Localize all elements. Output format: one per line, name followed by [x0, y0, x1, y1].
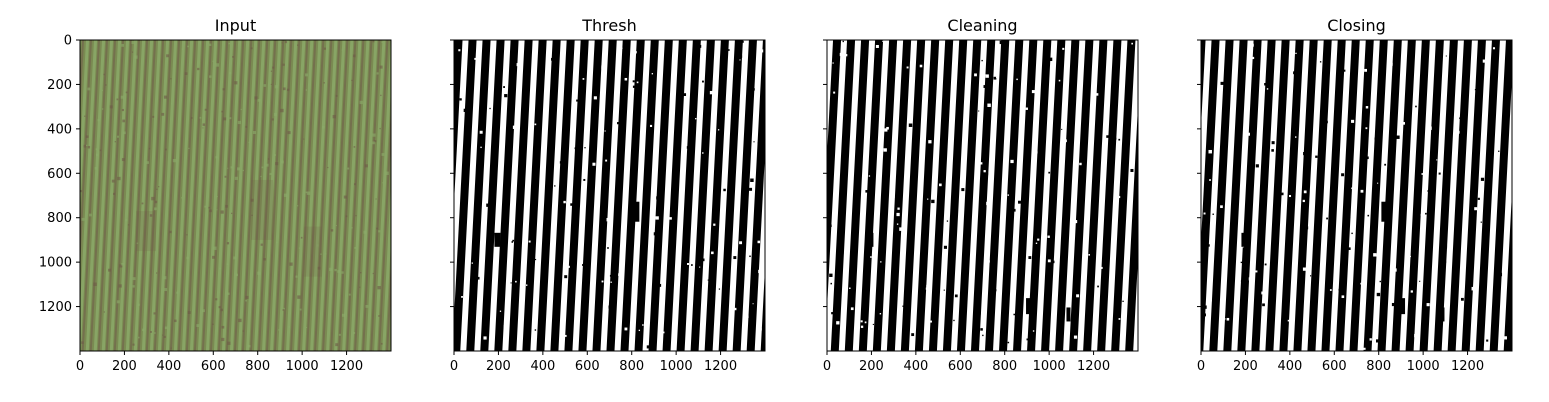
- x-tick-label: 400: [1277, 359, 1302, 374]
- y-tick-label: 200: [47, 78, 72, 93]
- y-tick-label: 0: [64, 34, 72, 49]
- panel-thresh: Thresh 0 200 400 600 800 1000 1200: [450, 16, 766, 374]
- x-tick-label: 600: [948, 359, 973, 374]
- x-tick-label: 200: [1233, 359, 1258, 374]
- x-tick-label: 1000: [286, 359, 319, 374]
- panel-title: Thresh: [581, 16, 636, 35]
- x-tick-label: 0: [1197, 359, 1205, 374]
- x-tick-label: 1000: [1033, 359, 1066, 374]
- x-tick-label: 800: [619, 359, 644, 374]
- x-tick-label: 600: [575, 359, 600, 374]
- y-tick-label: 800: [47, 211, 72, 226]
- x-tick-label: 800: [245, 359, 270, 374]
- image-texture: [454, 40, 764, 349]
- panel-title: Closing: [1327, 16, 1385, 35]
- axes-frame: [1200, 39, 1513, 352]
- x-tick-label: 1200: [704, 359, 737, 374]
- image-texture: [80, 40, 389, 349]
- y-tick-label: 600: [47, 167, 72, 182]
- x-tick-label: 200: [859, 359, 884, 374]
- y-tick-label: 400: [47, 122, 72, 137]
- x-tick-label: 200: [112, 359, 137, 374]
- panel-title: Input: [215, 16, 256, 35]
- panel-input: Input 0 200 400 600 800 1000 1200 0 200 400 600 800 1…: [39, 16, 392, 374]
- image-input: [80, 40, 391, 351]
- y-tick-label: 1000: [39, 256, 72, 271]
- x-tick-label: 400: [903, 359, 928, 374]
- x-tick-label: 800: [992, 359, 1017, 374]
- image-closing: [1201, 40, 1512, 351]
- y-tick-label: 1200: [39, 300, 72, 315]
- x-tick-label: 0: [450, 359, 458, 374]
- x-tick-label: 600: [201, 359, 226, 374]
- image-thresh: [454, 40, 765, 351]
- panel-cleaning: Cleaning 0 200 400 600 800 1000 1200: [823, 16, 1139, 374]
- x-tick-label: 0: [76, 359, 84, 374]
- x-tick-label: 1200: [1077, 359, 1110, 374]
- x-tick-label: 1000: [1407, 359, 1440, 374]
- x-tick-label: 1000: [660, 359, 693, 374]
- panel-closing: Closing 0 200 400 600 800 1000 1200: [1197, 16, 1513, 374]
- x-tick-label: 0: [823, 359, 831, 374]
- x-tick-label: 400: [530, 359, 555, 374]
- axes-frame: [79, 39, 392, 352]
- x-tick-label: 800: [1366, 359, 1391, 374]
- image-texture: [1203, 43, 1507, 350]
- x-tick-label: 400: [156, 359, 181, 374]
- x-tick-label: 200: [486, 359, 511, 374]
- axes-frame: [453, 39, 766, 352]
- x-tick-label: 600: [1322, 359, 1347, 374]
- x-tick-label: 1200: [1451, 359, 1484, 374]
- x-tick-label: 1200: [330, 359, 363, 374]
- panel-title: Cleaning: [947, 16, 1017, 35]
- axes-frame: [826, 39, 1139, 352]
- image-cleaning: [827, 40, 1138, 351]
- image-texture: [828, 40, 1135, 350]
